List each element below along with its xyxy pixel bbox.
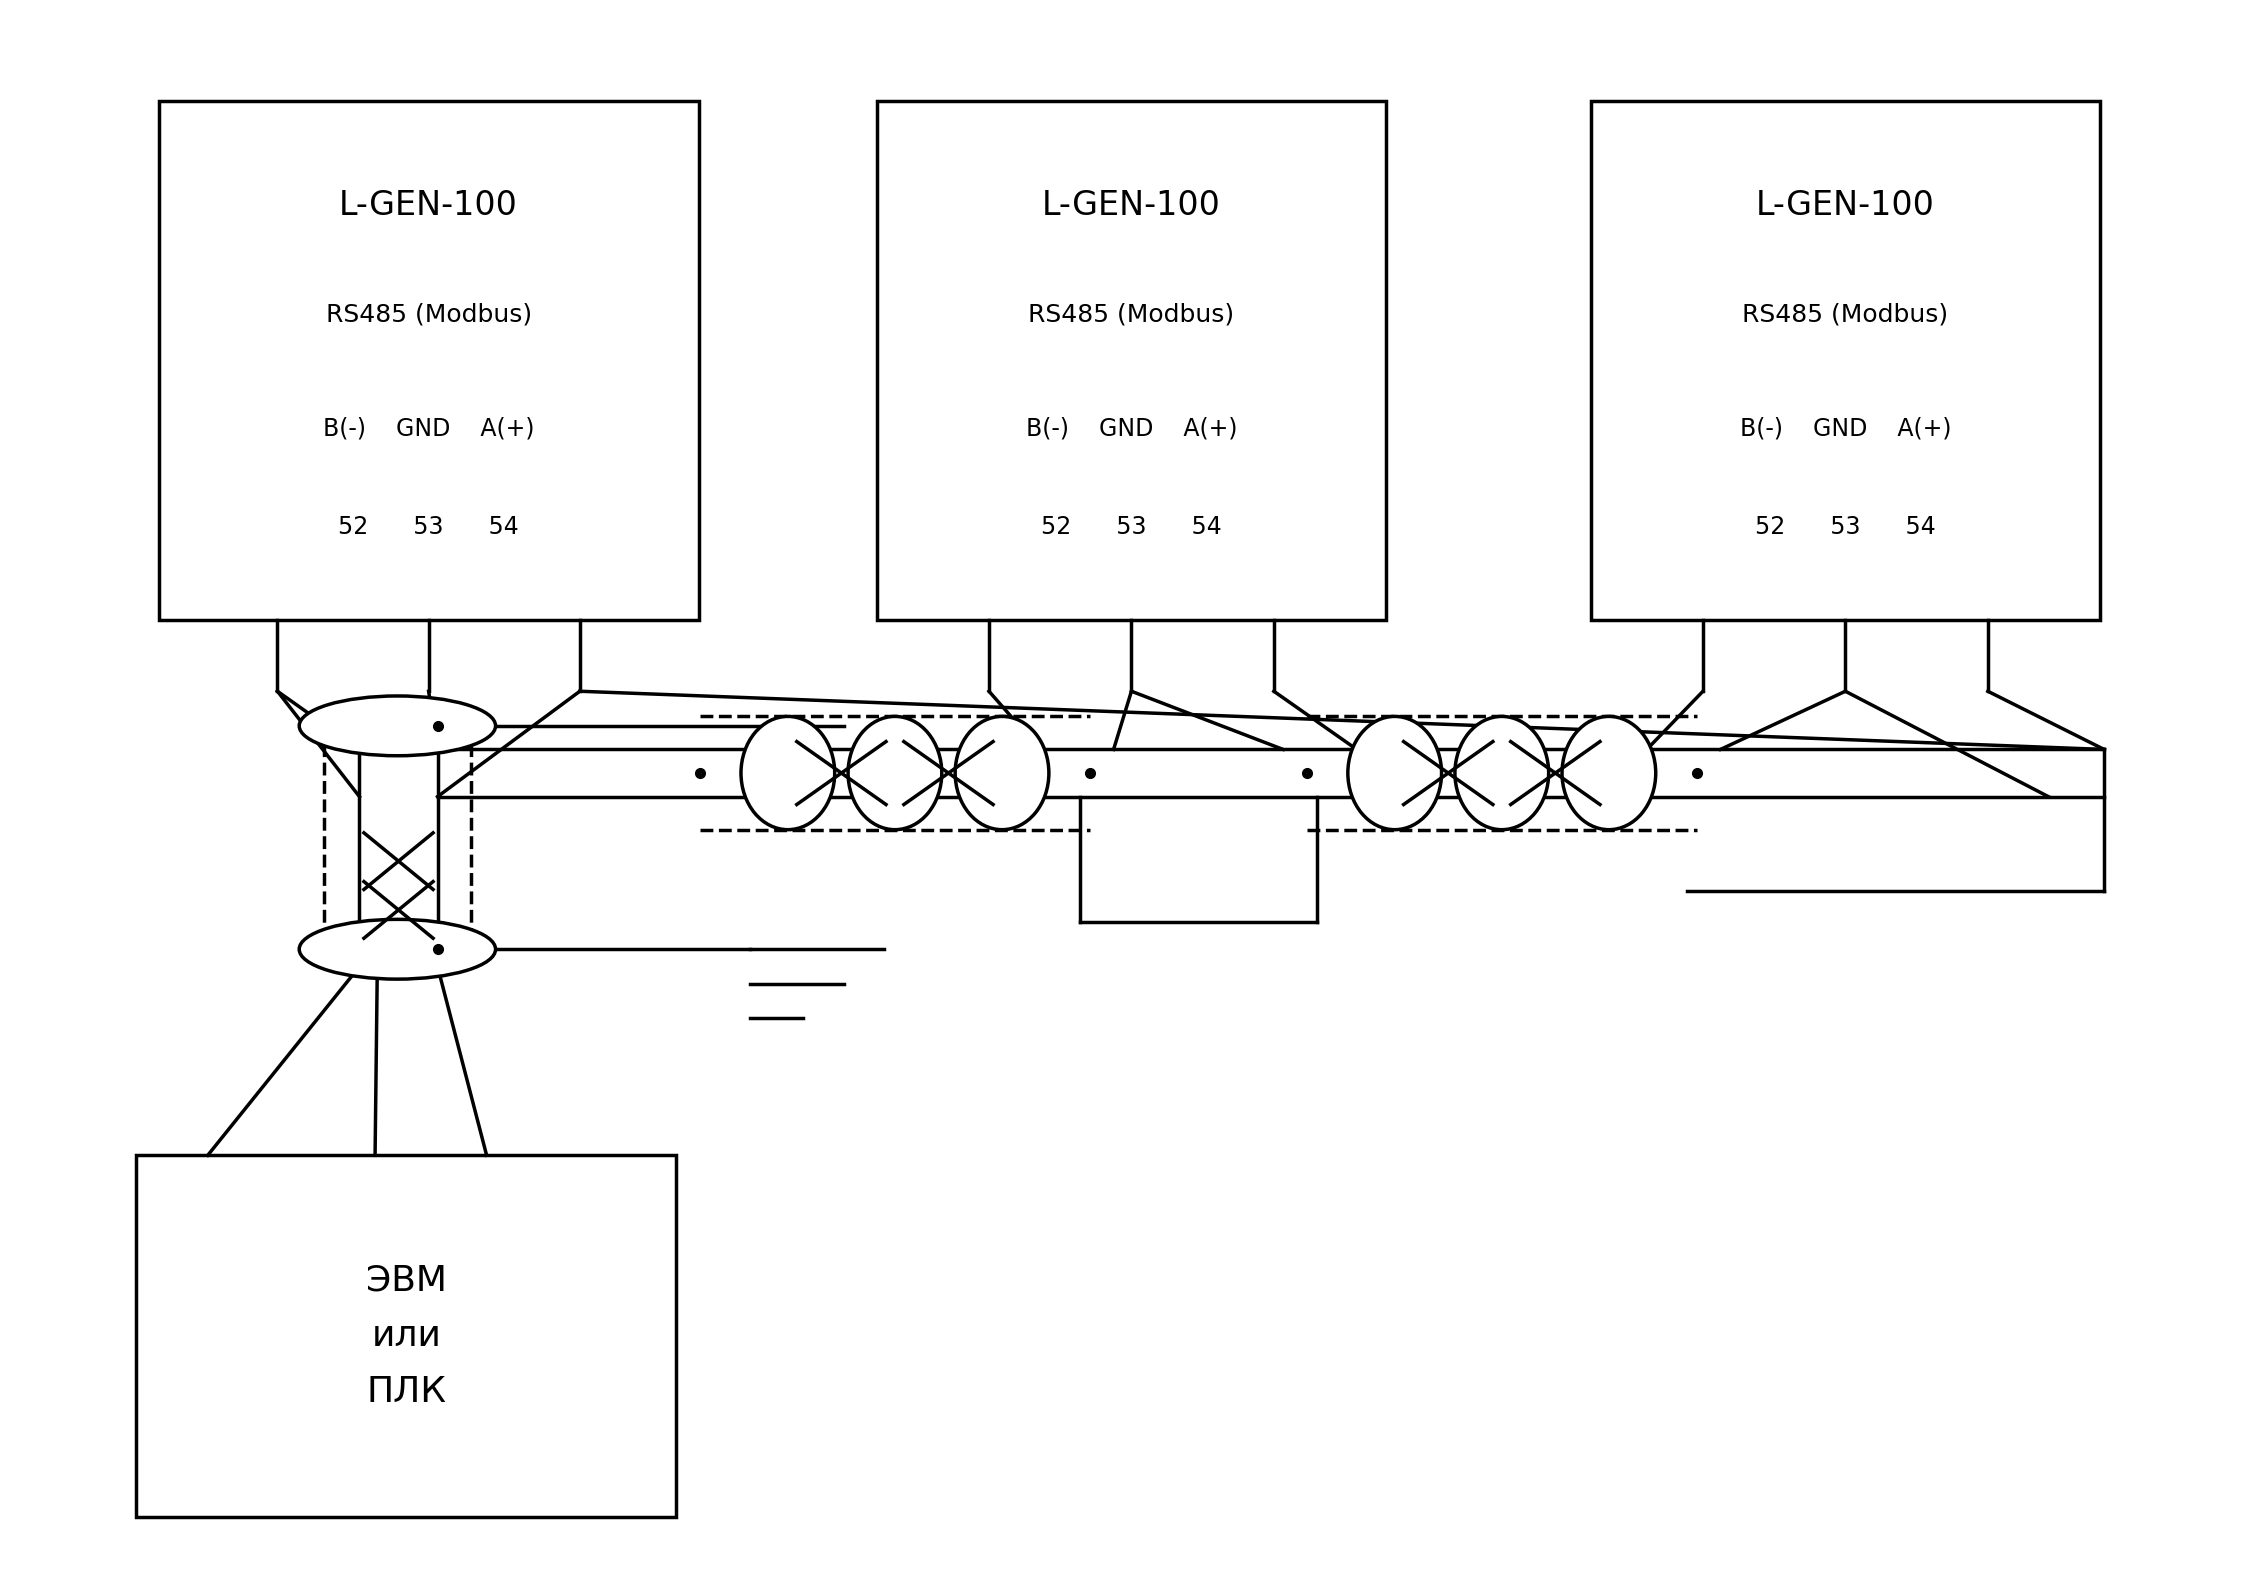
Text: L-GEN-100: L-GEN-100: [1042, 189, 1221, 222]
Text: L-GEN-100: L-GEN-100: [1756, 189, 1935, 222]
Ellipse shape: [1563, 716, 1657, 830]
Text: 52      53      54: 52 53 54: [1042, 516, 1221, 540]
Text: L-GEN-100: L-GEN-100: [339, 189, 519, 222]
Text: 52      53      54: 52 53 54: [1756, 516, 1935, 540]
Ellipse shape: [954, 716, 1048, 830]
Ellipse shape: [741, 716, 835, 830]
Ellipse shape: [1347, 716, 1441, 830]
Ellipse shape: [1455, 716, 1549, 830]
Text: B(-)    GND    A(+): B(-) GND A(+): [1026, 416, 1237, 440]
Text: 52      53      54: 52 53 54: [339, 516, 519, 540]
Text: B(-)    GND    A(+): B(-) GND A(+): [1740, 416, 1951, 440]
Text: RS485 (Modbus): RS485 (Modbus): [1742, 302, 1949, 327]
Text: ЭВМ
или
ПЛК: ЭВМ или ПЛК: [366, 1263, 447, 1409]
Bar: [159, 102, 698, 621]
Bar: [1592, 102, 2099, 621]
Ellipse shape: [299, 697, 496, 755]
Text: RS485 (Modbus): RS485 (Modbus): [1028, 302, 1235, 327]
Ellipse shape: [849, 716, 943, 830]
Bar: [878, 102, 1385, 621]
Text: B(-)    GND    A(+): B(-) GND A(+): [323, 416, 534, 440]
Ellipse shape: [299, 919, 496, 979]
Bar: [137, 1155, 676, 1517]
Text: RS485 (Modbus): RS485 (Modbus): [326, 302, 532, 327]
